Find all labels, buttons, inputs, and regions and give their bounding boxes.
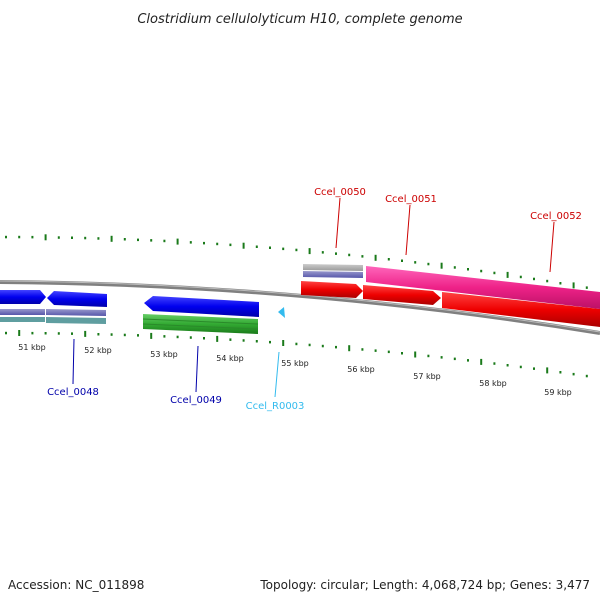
kbp-label: 54 kbp [216, 354, 244, 363]
inner-tick-track [5, 330, 588, 378]
gene-annotation-row [0, 264, 363, 324]
gene-label[interactable]: Ccel_0052 [530, 211, 582, 222]
gene-arrow[interactable] [144, 296, 259, 317]
annotation-bar[interactable] [46, 309, 106, 316]
gene-callouts: Ccel_0048 Ccel_0049 Ccel_R0003 Ccel_0050… [47, 187, 582, 412]
gene-strand-line [142, 323, 259, 330]
gene-arrow[interactable] [0, 290, 46, 304]
annotation-bar[interactable] [303, 264, 363, 271]
gene-strand-line [142, 318, 259, 325]
gene-label[interactable]: Ccel_0048 [47, 387, 99, 398]
gene-arrow-red[interactable] [301, 281, 363, 298]
gene-arrow-green[interactable] [143, 314, 258, 334]
kbp-label: 52 kbp [84, 346, 112, 355]
annotation-bar[interactable] [0, 309, 45, 315]
genome-backbone [0, 280, 600, 335]
gene-arrow-red[interactable] [363, 285, 441, 305]
tick-marks-top [5, 234, 588, 289]
rna-gene-marker[interactable] [278, 307, 285, 318]
genome-stats-label: Topology: circular; Length: 4,068,724 bp… [260, 578, 590, 592]
annotation-bar[interactable] [46, 317, 106, 324]
kbp-label: 55 kbp [281, 359, 309, 368]
gene-arrow-pink[interactable] [366, 266, 600, 309]
tick-marks-bottom [5, 330, 588, 378]
annotation-bar[interactable] [303, 271, 363, 278]
gene-label[interactable]: Ccel_R0003 [246, 401, 305, 412]
gene-arrow[interactable] [47, 291, 107, 307]
kbp-label: 51 kbp [18, 343, 46, 352]
gene-label[interactable]: Ccel_0051 [385, 194, 437, 205]
position-labels: 51 kbp 52 kbp 53 kbp 54 kbp 55 kbp 56 kb… [18, 343, 572, 397]
accession-label: Accession: NC_011898 [8, 578, 145, 592]
kbp-label: 59 kbp [544, 388, 572, 397]
callout-line [405, 204, 411, 256]
callout-line [195, 345, 199, 393]
callout-line [274, 351, 280, 398]
gene-arrow-red[interactable] [442, 292, 600, 327]
outer-tick-track [5, 234, 588, 289]
kbp-label: 58 kbp [479, 379, 507, 388]
gene-label[interactable]: Ccel_0049 [170, 395, 222, 406]
kbp-label: 57 kbp [413, 372, 441, 381]
genome-backbone-highlight [0, 280, 600, 333]
callout-line [72, 338, 75, 385]
map-title: Clostridium cellulolyticum H10, complete… [137, 12, 462, 27]
callout-line [549, 221, 555, 273]
kbp-label: 56 kbp [347, 365, 375, 374]
callout-line [335, 197, 341, 249]
annotation-bar[interactable] [0, 317, 45, 322]
gene-features [0, 266, 600, 334]
kbp-label: 53 kbp [150, 350, 178, 359]
gene-label[interactable]: Ccel_0050 [314, 187, 366, 198]
